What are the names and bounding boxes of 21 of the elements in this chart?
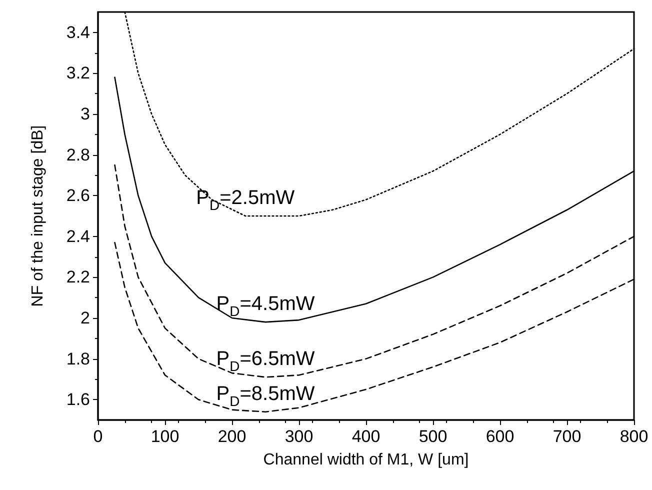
y-tick-label: 2.4: [66, 226, 90, 246]
x-tick-label: 200: [218, 427, 246, 446]
y-axis-title: NF of the input stage [dB]: [30, 125, 46, 307]
y-tick-label: 2.8: [66, 145, 90, 164]
x-tick-label: 700: [552, 427, 582, 446]
y-tick-label: 2.6: [66, 186, 90, 206]
y-tick-label: 3: [80, 104, 90, 124]
x-tick-label: 400: [352, 427, 380, 446]
x-tick-label: 0: [93, 427, 103, 446]
y-tick-label: 2.2: [66, 268, 90, 287]
x-tick-label: 100: [150, 427, 180, 446]
x-tick-label: 600: [486, 427, 514, 446]
y-tick-label: 3.2: [66, 64, 90, 83]
x-tick-label: 800: [620, 427, 648, 446]
y-tick-label: 3.4: [66, 22, 90, 42]
x-axis-title: Channel width of M1, W [um]: [263, 452, 469, 468]
y-tick-label: 2: [80, 308, 90, 328]
y-tick-label: 1.8: [66, 349, 90, 368]
x-tick-label: 300: [284, 427, 314, 446]
x-tick-label: 500: [418, 427, 448, 446]
y-tick-label: 1.6: [66, 390, 90, 410]
